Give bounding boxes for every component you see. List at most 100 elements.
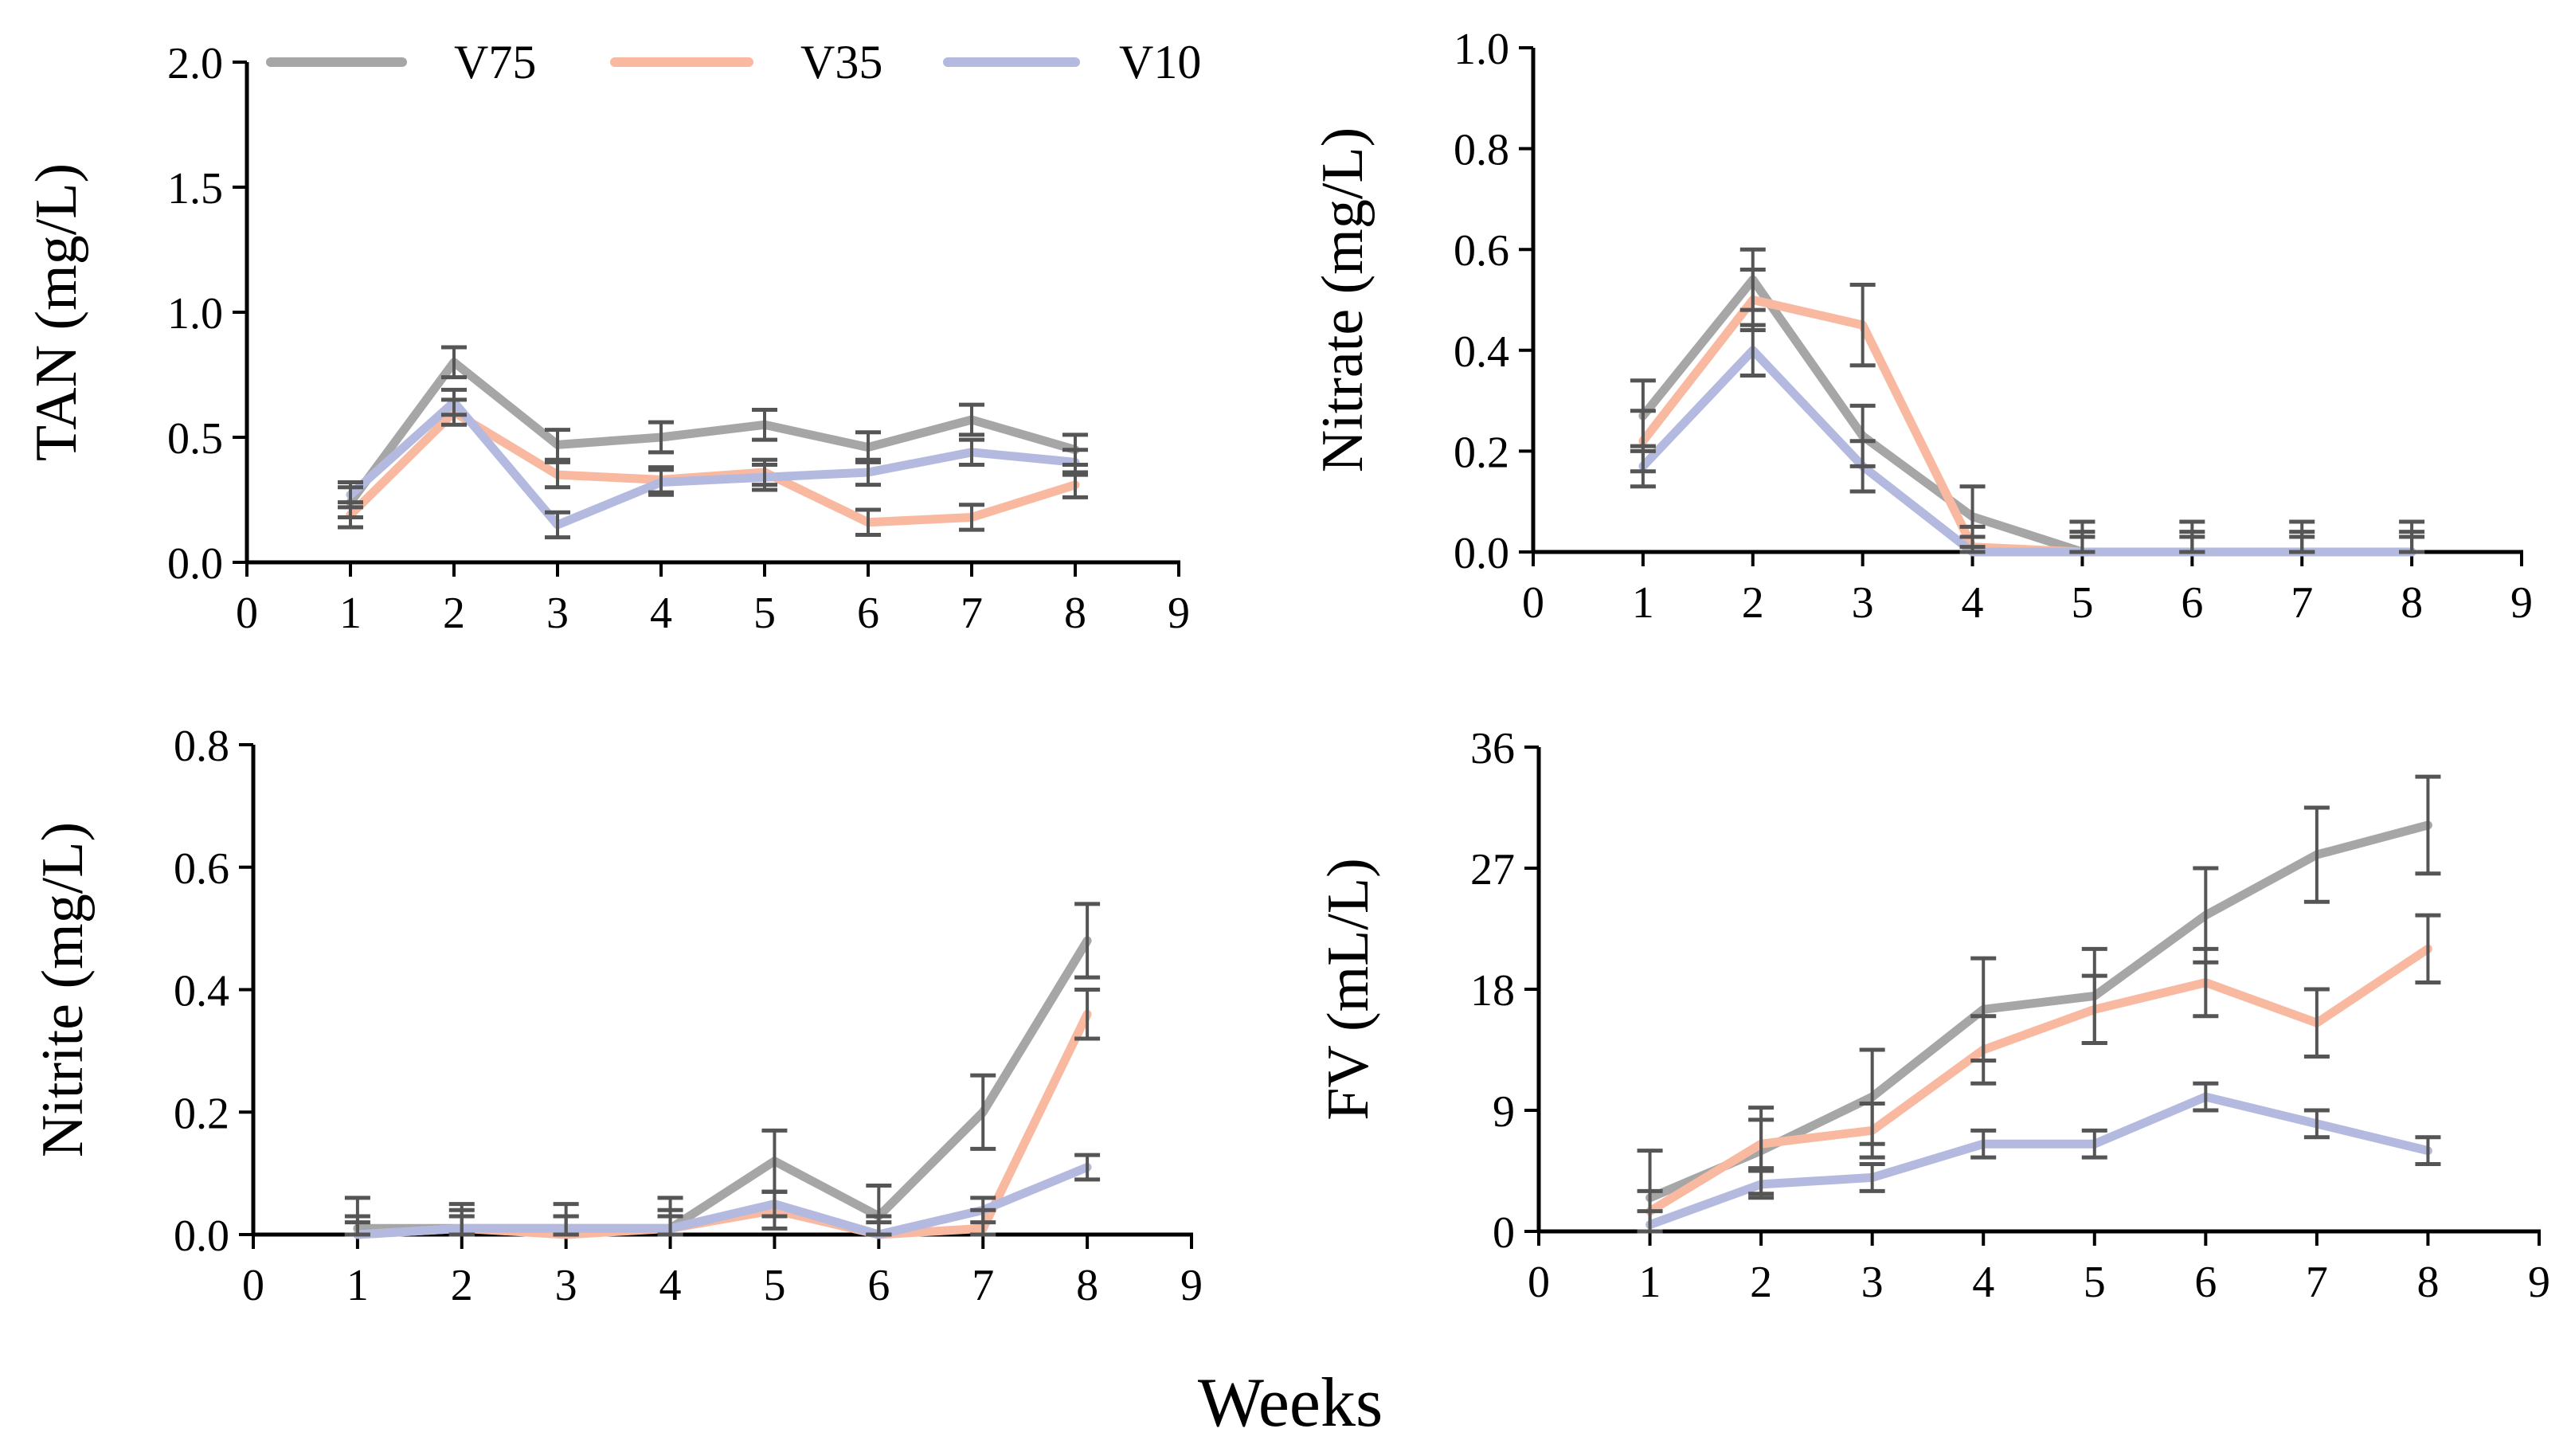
x-tick-label: 1 — [1632, 578, 1654, 628]
error-bar-v10 — [2069, 534, 2095, 554]
x-tick-label: 0 — [1522, 578, 1544, 628]
x-tick-label: 7 — [961, 589, 983, 638]
series-line-v10 — [346, 397, 1080, 530]
error-bar-v10 — [448, 1214, 475, 1237]
error-bar-v35 — [1970, 1014, 1997, 1086]
series-line-v75 — [346, 358, 1080, 507]
series-line-v10 — [353, 1162, 1092, 1239]
error-bar-v75 — [545, 428, 570, 462]
y-tick-label: 1.5 — [167, 164, 223, 213]
legend-label: V10 — [1119, 36, 1201, 88]
series-line-v10 — [1645, 1092, 2432, 1230]
x-tick-label: 9 — [2528, 1258, 2550, 1307]
x-tick-label: 4 — [1962, 578, 1984, 628]
error-bar-v75 — [2303, 805, 2330, 904]
y-tick-label: 0.2 — [174, 1089, 229, 1138]
panels: 0 1 2 3 4 5 6 7 8 9 0.0 0.5 1.0 1.5 2.0 TAN (mg/L) 0 1 2 3 4… — [24, 25, 2550, 1310]
y-tick-label: 36 — [1470, 724, 1515, 773]
x-tick-label: 7 — [972, 1261, 994, 1310]
panel-2: 0 1 2 3 4 5 6 7 8 9 0.0 0.2 0.4 0.6 0.8 1.0 Nitrate (mg/… — [1310, 25, 2533, 628]
legend-item-v35: V35 — [610, 36, 882, 88]
x-tick-label: 2 — [451, 1261, 473, 1310]
x-tick-label: 6 — [2194, 1258, 2217, 1307]
y-tick-label: 18 — [1470, 966, 1515, 1016]
x-tick-label: 4 — [650, 589, 672, 638]
x-tick-label: 8 — [1064, 589, 1086, 638]
error-bar-v35 — [1074, 988, 1101, 1041]
error-bar-v10 — [338, 480, 363, 510]
error-bar-v10 — [866, 1220, 892, 1237]
error-bar-v35 — [959, 503, 984, 532]
series-line-v35 — [353, 1009, 1092, 1239]
common-x-axis-label: Weeks — [1198, 1364, 1383, 1442]
error-bar-v10 — [855, 457, 881, 487]
y-tick-label: 0.8 — [1454, 126, 1509, 175]
error-bar-v10 — [2081, 1128, 2107, 1160]
error-bar-v75 — [959, 402, 984, 437]
error-bar-v10 — [1074, 1153, 1101, 1182]
x-tick-label: 9 — [1168, 589, 1190, 638]
x-tick-label: 7 — [2291, 578, 2313, 628]
y-tick-label: 0.2 — [1454, 428, 1509, 477]
x-tick-label: 9 — [1180, 1261, 1203, 1310]
series-line-v35 — [1638, 296, 2416, 557]
y-tick-label: 0 — [1493, 1208, 1515, 1258]
x-tick-label: 1 — [339, 589, 362, 638]
y-tick-label: 1.0 — [167, 289, 223, 339]
legend: V75 V35 V10 — [266, 36, 1201, 88]
y-axis-label: TAN (mg/L) — [24, 163, 89, 461]
series-line-v35 — [1645, 944, 2432, 1216]
y-tick-label: 0.6 — [174, 844, 229, 894]
x-tick-label: 8 — [2416, 1258, 2439, 1307]
series-line-v10 — [1638, 346, 2416, 557]
error-bar-v35 — [1748, 1117, 1775, 1171]
error-bar-v35 — [855, 507, 881, 537]
error-bar-v75 — [970, 1073, 996, 1151]
x-tick-label: 5 — [2084, 1258, 2106, 1307]
y-tick-label: 27 — [1470, 845, 1515, 894]
y-tick-label: 2.0 — [167, 39, 223, 88]
error-bar-v35 — [1859, 1102, 1885, 1160]
y-axis-label: Nitrate (mg/L) — [1310, 127, 1375, 473]
x-tick-label: 3 — [546, 589, 569, 638]
panel-1: 0 1 2 3 4 5 6 7 8 9 0.0 0.5 1.0 1.5 2.0 TAN (mg/L) — [24, 39, 1190, 638]
x-tick-label: 2 — [1742, 578, 1764, 628]
x-tick-label: 8 — [1076, 1261, 1098, 1310]
error-bar-v10 — [752, 463, 777, 492]
error-bar-v75 — [2415, 774, 2441, 876]
error-bar-v75 — [648, 420, 674, 455]
legend-item-v10: V10 — [943, 36, 1201, 88]
x-tick-label: 7 — [2306, 1258, 2328, 1307]
error-bar-v10 — [2415, 1135, 2441, 1167]
x-tick-label: 0 — [236, 589, 258, 638]
error-bar-v10 — [1859, 1162, 1885, 1193]
error-bar-v35 — [545, 460, 570, 490]
error-bar-v10 — [2193, 1081, 2219, 1113]
x-tick-label: 6 — [857, 589, 879, 638]
error-bar-v10 — [1748, 1168, 1775, 1200]
error-bar-v75 — [441, 345, 467, 380]
error-bar-v10 — [2179, 534, 2205, 554]
error-bar-v10 — [2303, 1108, 2330, 1140]
error-bar-v10 — [1959, 534, 1986, 554]
x-tick-label: 5 — [763, 1261, 785, 1310]
error-bar-v10 — [1630, 444, 1656, 489]
error-bar-v10 — [344, 1220, 370, 1237]
y-axis-label: Nitrite (mg/L) — [30, 822, 96, 1157]
error-bar-v10 — [1739, 323, 1766, 378]
panel-3: 0 1 2 3 4 5 6 7 8 9 0.0 0.2 0.4 0.6 0.8 Nitrite (mg/L) — [30, 722, 1203, 1310]
x-tick-label: 6 — [2181, 578, 2203, 628]
y-tick-label: 9 — [1493, 1087, 1515, 1137]
error-bar-v10 — [959, 437, 984, 468]
y-tick-label: 0.6 — [1454, 226, 1509, 276]
panel-4: 0 1 2 3 4 5 6 7 8 9 0 9 18 27 36 FV (mL/L) — [1316, 724, 2550, 1307]
x-tick-label: 3 — [555, 1261, 577, 1310]
error-bar-v10 — [657, 1214, 683, 1237]
x-tick-label: 4 — [659, 1261, 682, 1310]
y-tick-label: 0.0 — [1454, 529, 1509, 578]
error-bar-v10 — [441, 387, 467, 417]
y-axis-label: FV (mL/L) — [1316, 858, 1381, 1121]
error-bar-v35 — [2303, 987, 2330, 1059]
error-bar-v10 — [1849, 439, 1876, 494]
legend-item-v75: V75 — [266, 36, 536, 88]
